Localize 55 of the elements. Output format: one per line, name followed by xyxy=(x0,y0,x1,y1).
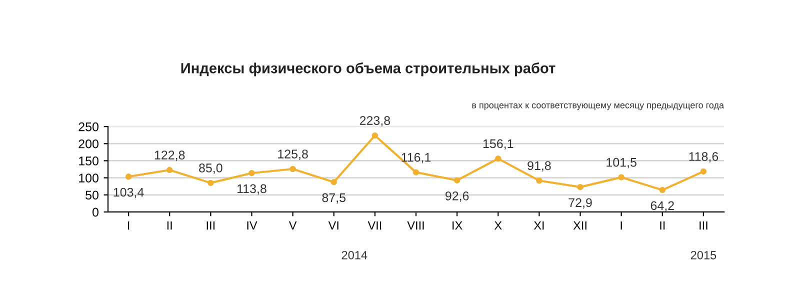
x-tick-label: VIII xyxy=(407,221,424,230)
y-tick-label: 100 xyxy=(79,174,98,182)
x-tick-label: III xyxy=(206,221,214,230)
data-label: 101,5 xyxy=(606,158,636,168)
data-label: 87,5 xyxy=(322,193,346,204)
y-tick-label: 200 xyxy=(78,139,98,148)
data-label: 125,8 xyxy=(278,150,308,160)
point xyxy=(208,180,214,186)
point xyxy=(290,166,296,172)
point xyxy=(700,168,707,175)
point xyxy=(330,178,337,186)
y-tick-label: 150 xyxy=(79,156,98,166)
data-label: 85,0 xyxy=(199,164,222,174)
data-label: 156,1 xyxy=(483,139,514,150)
point xyxy=(248,170,255,176)
data-label: 72,9 xyxy=(568,198,592,209)
point xyxy=(125,174,132,180)
data-label: 118,6 xyxy=(689,152,718,162)
point xyxy=(166,166,173,174)
data-label: 116,1 xyxy=(402,152,431,164)
x-tick-label: IV xyxy=(247,221,258,230)
x-tick-label: X xyxy=(494,221,502,230)
x-tick-label: VI xyxy=(328,221,338,230)
data-label: 223,8 xyxy=(360,116,390,126)
chart-subtitle: в процентах к соответствующему месяцу предыдущего года xyxy=(472,103,724,110)
data-label: 64,2 xyxy=(650,201,674,212)
y-tick-label: 0 xyxy=(92,208,98,217)
data-label: 103,4 xyxy=(114,188,144,198)
x-tick-label: I xyxy=(128,221,130,230)
data-label: 92,6 xyxy=(445,192,469,202)
point xyxy=(659,186,666,194)
x-tick-label: XII xyxy=(573,221,586,230)
point xyxy=(495,156,502,162)
x-tick-label: III xyxy=(700,221,708,230)
data-label: 113,8 xyxy=(238,184,266,195)
x-tick-label: II xyxy=(660,221,665,230)
y-tick-label: 250 xyxy=(78,122,98,132)
x-tick-label: IX xyxy=(452,221,462,230)
data-label: 122,8 xyxy=(154,150,185,161)
y-tick-label: 50 xyxy=(86,190,98,200)
x-tick-label: XI xyxy=(534,221,544,230)
point xyxy=(577,184,584,190)
x-tick-label: II xyxy=(167,221,172,230)
point xyxy=(412,169,420,176)
text: 2015 xyxy=(690,250,716,260)
x-tick-label: VII xyxy=(368,221,382,230)
x-tick-label: I xyxy=(620,221,622,230)
point xyxy=(536,177,542,184)
text: 2014 xyxy=(342,250,368,260)
point xyxy=(454,177,460,184)
point xyxy=(618,174,624,180)
x-tick-label: V xyxy=(288,221,297,230)
point xyxy=(372,132,378,139)
data-label: 91,8 xyxy=(528,161,551,172)
chart-title: Индексы физического объема строительных работ xyxy=(181,62,556,76)
